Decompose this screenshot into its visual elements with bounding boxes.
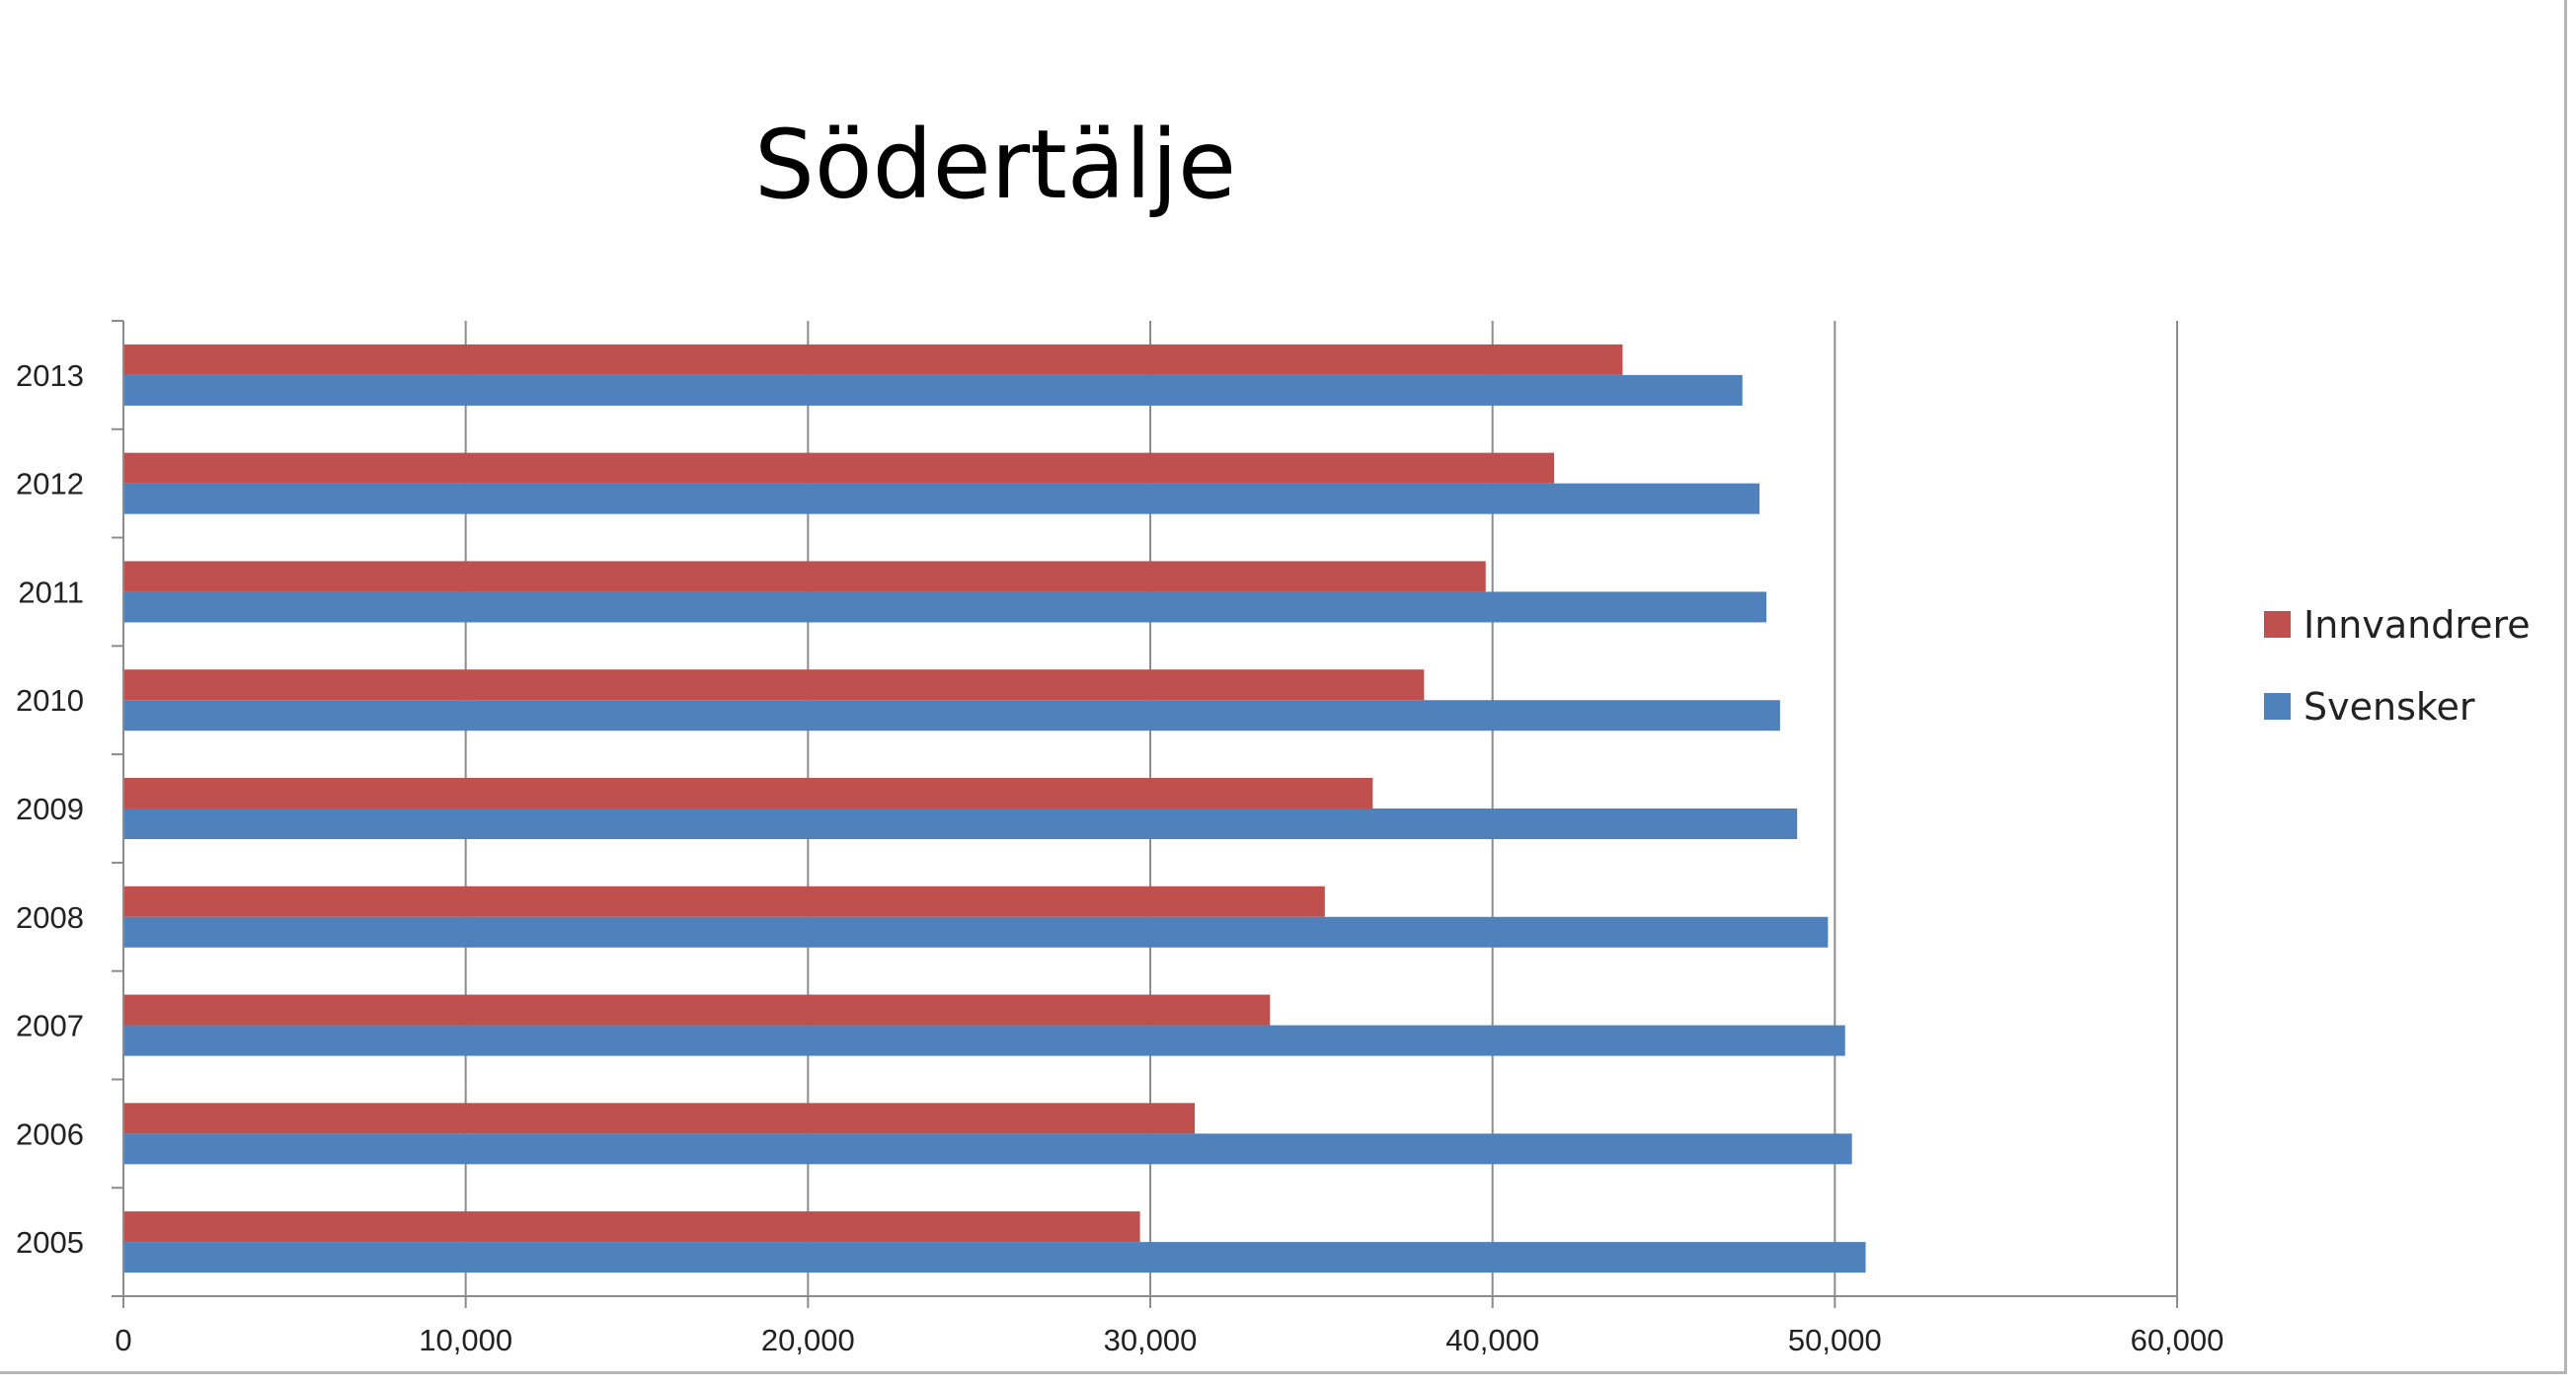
y-tick-label: 2007 xyxy=(16,1009,84,1043)
y-tick-label: 2011 xyxy=(18,575,84,609)
bar-innvandrere-2006 xyxy=(123,1103,1196,1134)
bar-svensker-2012 xyxy=(123,483,1760,514)
x-tick-label: 50,000 xyxy=(1788,1323,1882,1357)
chart-title: Södertälje xyxy=(754,110,1236,220)
y-tick-label: 2005 xyxy=(16,1225,84,1260)
x-tick-label: 60,000 xyxy=(2131,1323,2225,1357)
bar-svensker-2008 xyxy=(123,916,1829,948)
bar-innvandrere-2008 xyxy=(123,886,1325,917)
bar-innvandrere-2013 xyxy=(123,344,1623,375)
y-tick-label: 2006 xyxy=(16,1117,84,1151)
x-tick-label: 30,000 xyxy=(1104,1323,1198,1357)
legend: Innvandrere Svensker xyxy=(2264,603,2531,729)
legend-label-innvandrere: Innvandrere xyxy=(2303,603,2531,647)
x-tick-label: 0 xyxy=(115,1323,131,1357)
bar-svensker-2010 xyxy=(123,700,1780,732)
x-tick-label: 20,000 xyxy=(761,1323,855,1357)
y-tick-label: 2008 xyxy=(16,900,84,935)
bar-innvandrere-2007 xyxy=(123,994,1271,1026)
legend-swatch-innvandrere xyxy=(2264,611,2291,638)
bar-innvandrere-2012 xyxy=(123,452,1555,484)
y-tick-label: 2009 xyxy=(16,792,84,826)
legend-label-svensker: Svensker xyxy=(2303,685,2475,729)
y-tick-label: 2010 xyxy=(16,683,84,718)
x-tick-label: 40,000 xyxy=(1445,1323,1539,1357)
bar-svensker-2006 xyxy=(123,1133,1852,1165)
bar-svensker-2013 xyxy=(123,374,1743,406)
axes xyxy=(112,320,2178,1308)
bar-innvandrere-2005 xyxy=(123,1211,1140,1243)
tick-labels: 0 10,000 20,000 30,000 40,000 50,000 60,000 201… xyxy=(16,358,2224,1357)
bar-svensker-2007 xyxy=(123,1025,1845,1056)
bar-svensker-2011 xyxy=(123,591,1766,623)
y-tick-label: 2013 xyxy=(16,358,84,393)
bar-innvandrere-2010 xyxy=(123,669,1425,701)
bars xyxy=(123,344,1866,1273)
x-tick-label: 10,000 xyxy=(419,1323,512,1357)
legend-swatch-svensker xyxy=(2264,693,2291,720)
bar-svensker-2005 xyxy=(123,1242,1866,1273)
bar-innvandrere-2009 xyxy=(123,778,1373,809)
bar-svensker-2009 xyxy=(123,809,1798,839)
bar-innvandrere-2011 xyxy=(123,561,1486,592)
y-tick-label: 2012 xyxy=(16,467,84,501)
